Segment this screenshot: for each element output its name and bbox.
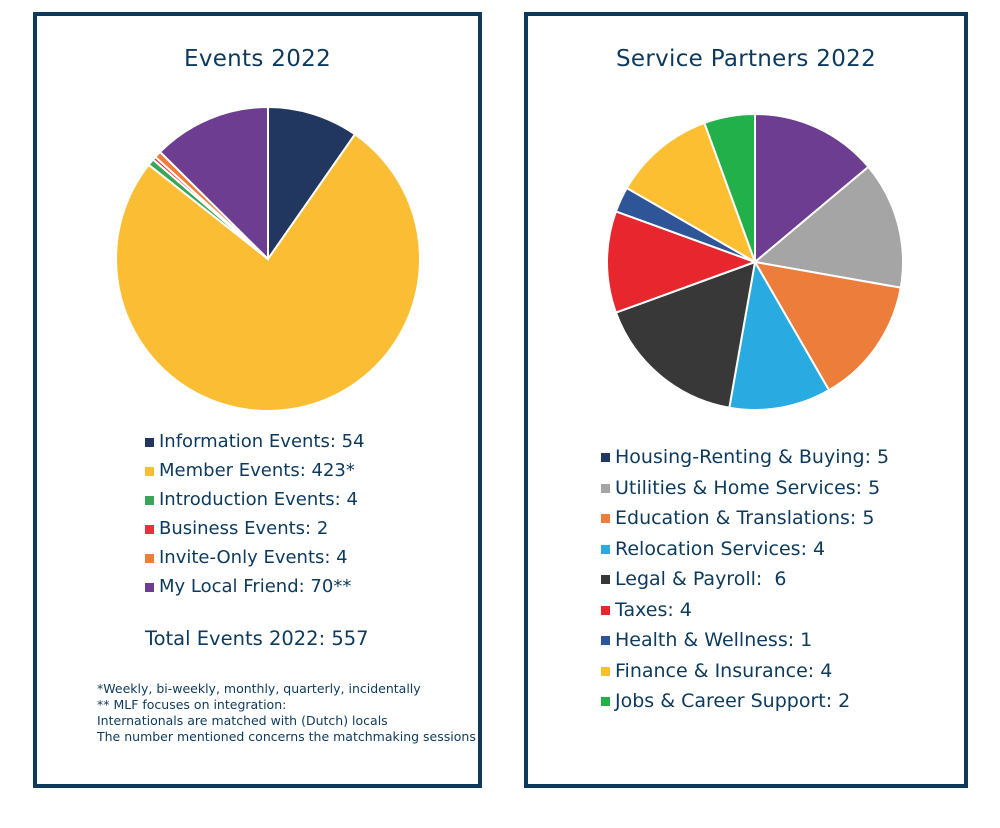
legend-item: Relocation Services: 4 xyxy=(601,537,889,571)
pie-slice-0 xyxy=(754,112,870,265)
legend-swatch xyxy=(145,554,154,563)
service-partners-pie xyxy=(606,112,904,411)
legend-item: My Local Friend: 70** xyxy=(145,576,365,607)
events-legend: Information Events: 54 Member Events: 423… xyxy=(145,431,365,607)
legend-swatch xyxy=(601,483,610,493)
pie-slice-7 xyxy=(625,121,757,265)
legend-swatch xyxy=(601,636,610,645)
legend-item: Education & Translations: 5 xyxy=(601,507,889,540)
legend-swatch xyxy=(601,453,610,462)
legend-label: Finance & Insurance: 4 xyxy=(615,659,833,682)
legend-swatch xyxy=(145,525,154,534)
service-partners-panel: Service Partners 2022 Housing-Renting & … xyxy=(524,12,968,788)
legend-item: Introduction Events: 4 xyxy=(145,489,365,520)
pie-slice-3 xyxy=(728,259,831,411)
legend-swatch xyxy=(601,575,610,584)
legend-item: Utilities & Home Services: 5 xyxy=(601,476,889,510)
legend-swatch xyxy=(145,496,154,505)
legend-label: Utilities & Home Services: 5 xyxy=(615,476,881,499)
legend-item: Taxes: 4 xyxy=(601,598,889,632)
legend-label: Business Events: 2 xyxy=(159,518,329,539)
legend-swatch xyxy=(145,583,154,592)
footnote-line: The number mentioned concerns the matchm… xyxy=(97,729,476,744)
pie-slice-1 xyxy=(115,132,421,412)
pie-slice-4 xyxy=(614,260,757,409)
legend-item: Business Events: 2 xyxy=(145,518,365,549)
legend-label: Relocation Services: 4 xyxy=(615,537,826,560)
legend-swatch xyxy=(601,514,610,523)
footnote-line: Internationals are matched with (Dutch) … xyxy=(97,713,388,728)
legend-label: Education & Translations: 5 xyxy=(615,507,875,529)
chart-title: Service Partners 2022 xyxy=(615,46,877,72)
legend-swatch xyxy=(145,438,154,447)
legend-label: Member Events: 423* xyxy=(159,460,355,481)
legend-swatch xyxy=(601,697,610,706)
legend-label: Introduction Events: 4 xyxy=(159,489,358,510)
legend-item: Jobs & Career Support: 2 xyxy=(601,690,889,723)
legend-item: Invite-Only Events: 4 xyxy=(145,547,365,578)
legend-item: Health & Wellness: 1 xyxy=(601,629,889,662)
legend-item: Information Events: 54 xyxy=(145,431,365,462)
legend-label: Legal & Payroll: 6 xyxy=(615,568,787,590)
pie-slice-8 xyxy=(703,112,756,263)
events-panel: Events 2022 Information Events: 54 Member… xyxy=(33,12,482,788)
footnotes: *Weekly, bi-weekly, monthly, quarterly, … xyxy=(97,681,476,745)
legend-swatch xyxy=(601,605,610,615)
legend-item: Finance & Insurance: 4 xyxy=(601,659,889,693)
service-partners-legend: Housing-Renting & Buying: 5 Utilities & H… xyxy=(601,446,890,723)
legend-item: Legal & Payroll: 6 xyxy=(601,568,889,601)
footnote-line: *Weekly, bi-weekly, monthly, quarterly, … xyxy=(97,681,421,696)
legend-label: Taxes: 4 xyxy=(615,598,692,621)
legend-label: Housing-Renting & Buying: 5 xyxy=(615,446,890,468)
pie-slice-5 xyxy=(606,210,758,314)
legend-label: My Local Friend: 70** xyxy=(159,576,352,597)
events-pie xyxy=(115,105,421,412)
pie-slice-0 xyxy=(267,105,357,263)
pie-slice-5 xyxy=(158,105,269,262)
pie-slice-2 xyxy=(753,260,902,392)
legend-label: Jobs & Career Support: 2 xyxy=(615,690,851,712)
legend-label: Health & Wellness: 1 xyxy=(615,629,813,651)
legend-label: Information Events: 54 xyxy=(159,431,365,452)
legend-item: Housing-Renting & Buying: 5 xyxy=(601,446,890,479)
legend-label: Invite-Only Events: 4 xyxy=(159,547,348,568)
legend-swatch xyxy=(601,666,610,676)
legend-swatch xyxy=(145,467,154,476)
total-events: Total Events 2022: 557 xyxy=(145,627,369,650)
pie-slice-1 xyxy=(752,165,904,289)
footnote-line: ** MLF focuses on integration: xyxy=(97,697,287,712)
legend-item: Member Events: 423* xyxy=(145,460,365,491)
chart-title: Events 2022 xyxy=(183,46,332,72)
legend-swatch xyxy=(601,544,610,554)
